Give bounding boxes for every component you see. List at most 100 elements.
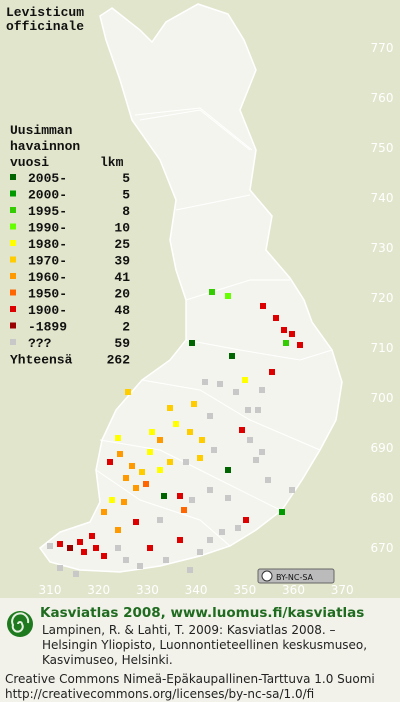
occurrence-square [147, 545, 153, 551]
occurrence-square [125, 389, 131, 395]
occurrence-square [245, 407, 251, 413]
occurrence-square [57, 565, 63, 571]
x-grid-label: 340 [185, 583, 208, 597]
occurrence-square [225, 495, 231, 501]
occurrence-square [73, 571, 79, 577]
occurrence-square [133, 485, 139, 491]
legend-label: -1899 [28, 320, 67, 335]
footer-license: http://creativecommons.org/licenses/by-n… [5, 687, 314, 701]
occurrence-square [173, 421, 179, 427]
occurrence-square [283, 340, 289, 346]
occurrence-square [207, 413, 213, 419]
cc-badge: BY-NC-SA [257, 568, 335, 584]
legend-count: 39 [114, 254, 130, 269]
legend-count: 59 [114, 336, 130, 351]
legend-count: 41 [114, 270, 130, 285]
legend-swatch [10, 306, 16, 312]
occurrence-square [177, 493, 183, 499]
y-grid-label: 700 [371, 391, 394, 405]
x-grid-label: 330 [136, 583, 159, 597]
occurrence-square [129, 463, 135, 469]
logo-disc [7, 611, 33, 637]
occurrence-square [107, 459, 113, 465]
occurrence-square [157, 437, 163, 443]
y-grid-label: 720 [371, 291, 394, 305]
footer-citation: Kasvimuseo, Helsinki. [42, 653, 173, 667]
legend-label: 2005- [28, 171, 67, 186]
title-line: Levisticum [6, 5, 84, 20]
legend-count: 5 [122, 171, 130, 186]
occurrence-square [242, 377, 248, 383]
legend-swatch [10, 190, 16, 197]
badge-text: BY-NC-SA [276, 573, 314, 582]
y-grid-label: 670 [371, 541, 394, 555]
occurrence-square [279, 509, 285, 515]
x-grid-label: 370 [331, 583, 354, 597]
occurrence-square [115, 527, 121, 533]
occurrence-square [143, 481, 149, 487]
occurrence-square [189, 340, 195, 346]
legend-label: 1990- [28, 221, 67, 236]
occurrence-square [187, 567, 193, 573]
occurrence-square [101, 553, 107, 559]
legend-label: 1900- [28, 303, 67, 318]
occurrence-square [255, 407, 261, 413]
legend-swatch [10, 339, 16, 345]
occurrence-square [191, 401, 197, 407]
footer-citation: Helsingin Yliopisto, Luonnontieteellinen… [42, 638, 367, 652]
occurrence-square [137, 563, 143, 569]
occurrence-square [183, 459, 189, 465]
occurrence-square [202, 379, 208, 385]
occurrence-square [197, 549, 203, 555]
occurrence-square [93, 545, 99, 551]
badge-frame [257, 568, 335, 584]
region-borders [95, 107, 333, 547]
occurrence-square [289, 331, 295, 337]
legend-count-heading: lkm [100, 155, 124, 170]
occurrence-square [225, 467, 231, 473]
legend-heading: havainnon [10, 139, 80, 154]
occurrence-square [147, 449, 153, 455]
occurrence-square [161, 493, 167, 499]
footer-brand: Kasviatlas 2008, www.luomus.fi/kasviatla… [40, 605, 364, 621]
x-grid-label: 360 [282, 583, 305, 597]
occurrence-square [115, 545, 121, 551]
occurrence-square [167, 405, 173, 411]
logo-spiral [11, 612, 30, 633]
occurrence-square [199, 437, 205, 443]
occurrence-square [47, 543, 53, 549]
x-grid-label: 320 [87, 583, 110, 597]
occurrences [47, 289, 303, 577]
occurrence-square [235, 525, 241, 531]
legend-count: 10 [114, 221, 130, 236]
occurrence-square [167, 459, 173, 465]
legend-count: 2 [122, 320, 130, 335]
occurrence-square [89, 533, 95, 539]
occurrence-square [207, 537, 213, 543]
occurrence-square [259, 449, 265, 455]
occurrence-square [121, 499, 127, 505]
occurrence-square [247, 437, 253, 443]
legend-total: 262 [107, 353, 131, 368]
y-grid-label: 760 [371, 91, 394, 105]
legend-count: 48 [114, 303, 130, 318]
legend-label: 1995- [28, 204, 67, 219]
occurrence-square [269, 369, 275, 375]
legend-swatch [10, 240, 16, 246]
legend-heading: vuosi [10, 155, 49, 170]
y-grid-label: 690 [371, 441, 394, 455]
occurrence-square [209, 289, 215, 295]
legend-label: 2000- [28, 188, 67, 203]
legend-label: ??? [28, 336, 52, 351]
y-grid-label: 750 [371, 141, 394, 155]
occurrence-square [109, 497, 115, 503]
legend-swatch [10, 174, 16, 180]
y-grid-label: 730 [371, 241, 394, 255]
legend-swatch [10, 256, 16, 263]
legend-count: 8 [122, 204, 130, 219]
occurrence-square [219, 529, 225, 535]
y-grid-label: 770 [371, 41, 394, 55]
legend-swatch [10, 223, 16, 230]
legend-swatch [10, 273, 16, 279]
